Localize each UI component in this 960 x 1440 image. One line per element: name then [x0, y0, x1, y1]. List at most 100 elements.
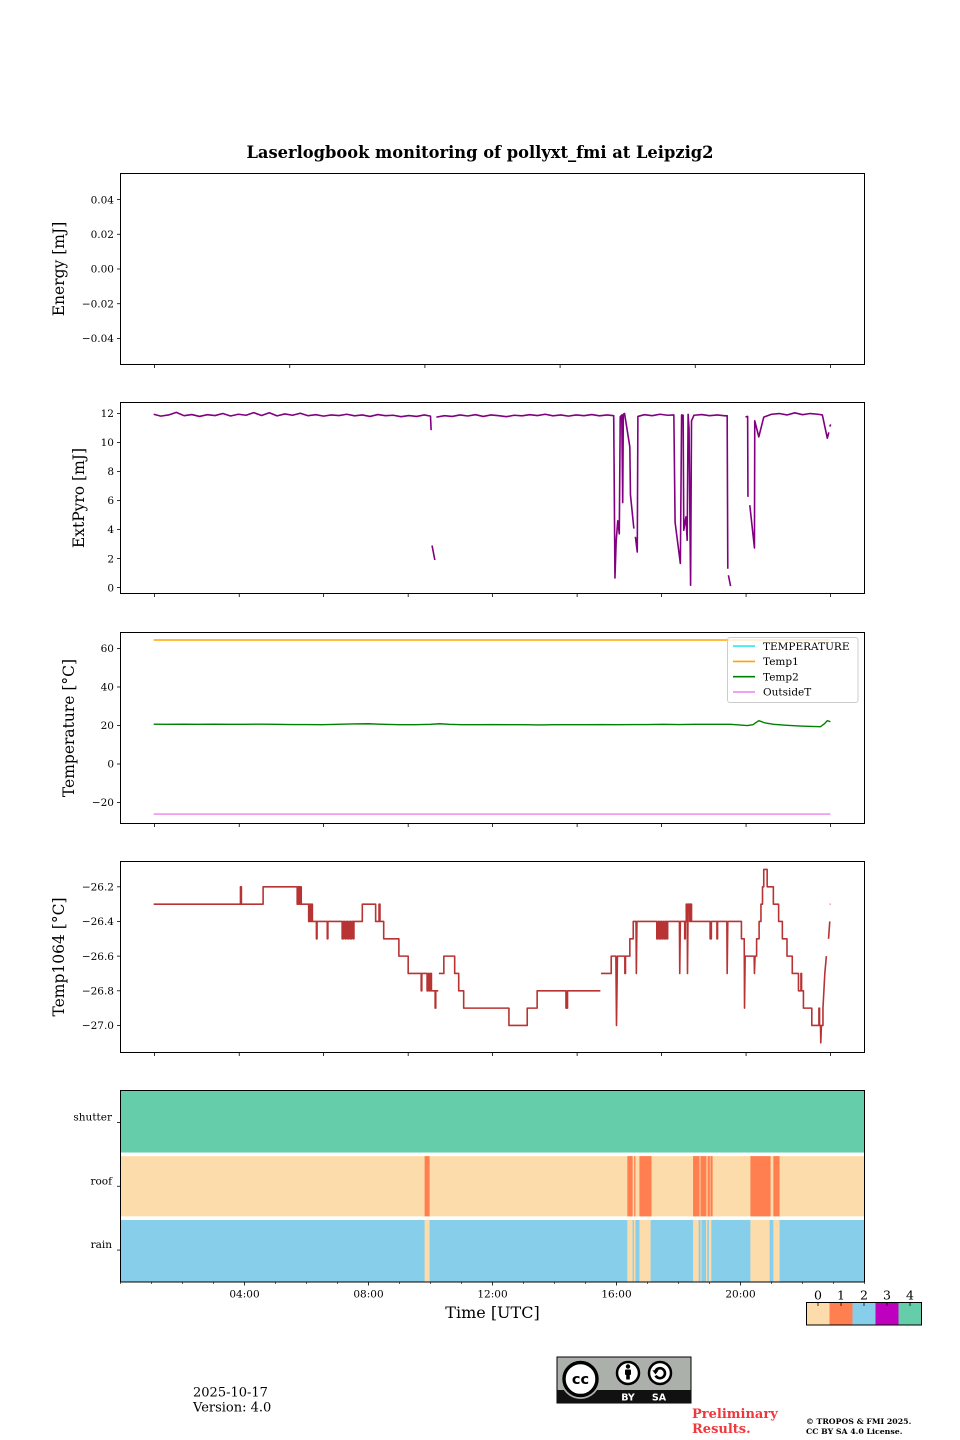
status-segment: [710, 1156, 713, 1217]
preliminary-results-line2: Results.: [692, 1422, 751, 1437]
status-row-shutter: [120, 1090, 865, 1153]
row-label: roof: [90, 1175, 113, 1187]
colorbar-tick-label: 0: [814, 1288, 822, 1303]
status-segment: [750, 1156, 771, 1217]
badge-by-label: BY: [621, 1393, 635, 1404]
x-tick-label: 20:00: [725, 1289, 755, 1301]
status-segment: [750, 1219, 770, 1282]
y-axis-label: ExtPyro [mJ]: [70, 448, 88, 548]
status-segment: [633, 1219, 636, 1282]
y-tick-label: 0.00: [91, 264, 114, 276]
legend-entry-outsidet: OutsideT: [733, 687, 811, 699]
row-label: rain: [91, 1239, 113, 1251]
series-line-temp1064: [153, 868, 831, 1044]
badge-sa-label: SA: [652, 1393, 667, 1404]
sa-share-alike-icon: [647, 1360, 673, 1386]
status-base-bar: [120, 1090, 865, 1153]
y-axis-label: Temperature [°C]: [60, 659, 78, 797]
status-segment: [639, 1156, 652, 1217]
colorbar-tick-label: 3: [883, 1288, 891, 1303]
by-person-icon: [615, 1360, 641, 1386]
colorbar-tick-label: 4: [906, 1288, 914, 1303]
legend-label: OutsideT: [763, 687, 811, 699]
x-tick-label: 04:00: [229, 1289, 259, 1301]
sa-icon-circle: [647, 1360, 673, 1386]
panel-temperature: −20 0 20 40 60 Temperature [°C] TEMPERATURE Tem…: [60, 632, 865, 827]
by-icon-body: [625, 1369, 631, 1375]
legend-label: Temp1: [763, 656, 799, 668]
y-tick-label: −26.8: [82, 986, 114, 998]
series-group: [153, 411, 832, 587]
panel-temp1064: −26.2 −26.4 −26.6 −26.8 −27.0 Temp1064 [°C]: [50, 861, 865, 1056]
y-tick-label: 0: [107, 759, 114, 771]
colorbar-tick-label: 1: [837, 1288, 845, 1303]
y-tick-label: 12: [101, 408, 114, 420]
cc-icon: cc: [560, 1359, 601, 1399]
row-label: shutter: [73, 1111, 113, 1123]
y-tick-label: −20: [92, 797, 114, 809]
series-line-extpyro: [153, 411, 832, 587]
status-segment: [706, 1219, 708, 1282]
legend-entry-temperature: TEMPERATURE: [733, 641, 850, 653]
x-tick-label: 16:00: [601, 1289, 631, 1301]
status-segment: [627, 1156, 633, 1217]
by-icon-head: [625, 1364, 631, 1369]
legend-label: Temp2: [763, 671, 799, 683]
colorbar-swatch-4: [898, 1302, 922, 1325]
legend-entry-temp2: Temp2: [733, 671, 799, 683]
status-segment: [707, 1156, 710, 1217]
x-axis-label: Time [UTC]: [445, 1303, 539, 1322]
y-tick-label: −26.6: [82, 951, 114, 963]
status-segment: [424, 1156, 430, 1217]
y-axis-label: Energy [mJ]: [50, 222, 68, 317]
cc-icon-disc: [562, 1360, 599, 1398]
date-label: 2025-10-17: [193, 1386, 268, 1401]
by-icon-legs: [626, 1374, 630, 1380]
x-tick-label: 12:00: [477, 1289, 507, 1301]
y-tick-label: 0.04: [91, 194, 115, 206]
y-tick-label: 10: [101, 437, 114, 449]
legend-frame: [727, 637, 859, 703]
status-row-roof: [120, 1156, 865, 1217]
status-segment: [773, 1156, 780, 1217]
status-row-rain: [120, 1219, 865, 1282]
status-segment: [639, 1219, 651, 1282]
cc-license-badge: cc BY SA: [556, 1356, 692, 1404]
series-group: [153, 868, 831, 1044]
status-segment: [424, 1219, 430, 1282]
copyright-line1: © TROPOS & FMI 2025.: [806, 1417, 912, 1426]
y-tick-label: −27.0: [82, 1020, 114, 1032]
sa-icon-arrow: [654, 1366, 667, 1380]
y-tick-label: 4: [107, 524, 114, 536]
series-group: [153, 639, 831, 815]
status-base-bar: [120, 1156, 865, 1217]
cc-icon-label: cc: [572, 1372, 589, 1388]
panel-extpyro: 0 2 4 6 8 10 12 ExtPyro [mJ]: [70, 402, 865, 597]
x-tick-label: 08:00: [353, 1289, 383, 1301]
panel-status: shutter roof rain 04:00 08:00 12:00 16:00 20:00…: [73, 1090, 922, 1326]
y-tick-label: 6: [107, 495, 114, 507]
copyright-line2: CC BY SA 4.0 License.: [806, 1427, 903, 1436]
y-tick-label: 60: [101, 643, 114, 655]
status-segment: [700, 1219, 702, 1282]
preliminary-results-line1: Preliminary: [692, 1407, 778, 1422]
colorbar-swatch-2: [852, 1302, 876, 1325]
colorbar-swatch-3: [875, 1302, 899, 1325]
legend: TEMPERATURE Temp1 Temp2 OutsideT: [727, 637, 859, 703]
version-label: Version: 4.0: [192, 1401, 271, 1416]
y-axis-label: Temp1064 [°C]: [50, 897, 68, 1016]
status-segment: [773, 1219, 780, 1282]
y-tick-label: −0.04: [82, 333, 114, 345]
colorbar-tick-label: 2: [860, 1288, 868, 1303]
status-segment: [693, 1156, 700, 1217]
status-base-bar: [120, 1219, 865, 1282]
panel-energy: 0.04 0.02 0.00 −0.02 −0.04 Energy [mJ]: [50, 173, 865, 368]
figure-title: Laserlogbook monitoring of pollyxt_fmi a…: [246, 143, 713, 162]
status-segment: [708, 1219, 712, 1282]
status-segment: [634, 1156, 636, 1217]
y-tick-label: 40: [101, 682, 114, 694]
